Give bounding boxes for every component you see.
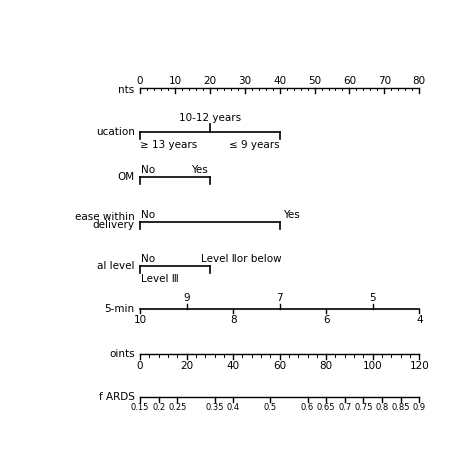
Text: ucation: ucation [96,127,135,137]
Text: 100: 100 [363,361,383,371]
Text: 0.5: 0.5 [264,403,277,412]
Text: No: No [141,165,155,175]
Text: 50: 50 [308,76,321,86]
Text: 7: 7 [276,292,283,302]
Text: nts: nts [118,85,135,95]
Text: Level Ⅲ: Level Ⅲ [141,274,179,284]
Text: 6: 6 [323,315,329,325]
Text: delivery: delivery [92,220,135,230]
Text: 0.15: 0.15 [131,403,149,412]
Text: 0.35: 0.35 [205,403,224,412]
Text: 60: 60 [343,76,356,86]
Text: 0.85: 0.85 [392,403,410,412]
Text: 0.6: 0.6 [301,403,314,412]
Text: 8: 8 [230,315,237,325]
Text: OM: OM [118,172,135,182]
Text: 20: 20 [180,361,193,371]
Text: 0.9: 0.9 [413,403,426,412]
Text: ≥ 13 years: ≥ 13 years [140,140,197,150]
Text: 0.4: 0.4 [227,403,240,412]
Text: Yes: Yes [191,165,208,175]
Text: 40: 40 [227,361,240,371]
Text: 5: 5 [369,292,376,302]
Text: ≤ 9 years: ≤ 9 years [229,140,280,150]
Text: Yes: Yes [283,210,300,220]
Text: No: No [141,254,155,264]
Text: 0.75: 0.75 [354,403,373,412]
Text: 70: 70 [378,76,391,86]
Text: 0: 0 [137,361,143,371]
Text: 5-min: 5-min [104,304,135,314]
Text: 10: 10 [168,76,182,86]
Text: 0.2: 0.2 [152,403,165,412]
Text: ease within: ease within [75,212,135,222]
Text: 30: 30 [238,76,251,86]
Text: 0.7: 0.7 [338,403,351,412]
Text: No: No [141,210,155,220]
Text: al level: al level [97,261,135,271]
Text: 0.8: 0.8 [375,403,389,412]
Text: 60: 60 [273,361,286,371]
Text: Level Ⅱor below: Level Ⅱor below [201,254,282,264]
Text: 120: 120 [410,361,429,371]
Text: 4: 4 [416,315,422,325]
Text: 9: 9 [183,292,190,302]
Text: 10-12 years: 10-12 years [179,113,241,123]
Text: 0: 0 [137,76,143,86]
Text: f ARDS: f ARDS [99,392,135,402]
Text: 40: 40 [273,76,286,86]
Text: 80: 80 [319,361,333,371]
Text: 20: 20 [203,76,217,86]
Text: oints: oints [109,349,135,359]
Text: 0.65: 0.65 [317,403,336,412]
Text: 0.25: 0.25 [168,403,186,412]
Text: 80: 80 [413,76,426,86]
Text: 10: 10 [134,315,146,325]
